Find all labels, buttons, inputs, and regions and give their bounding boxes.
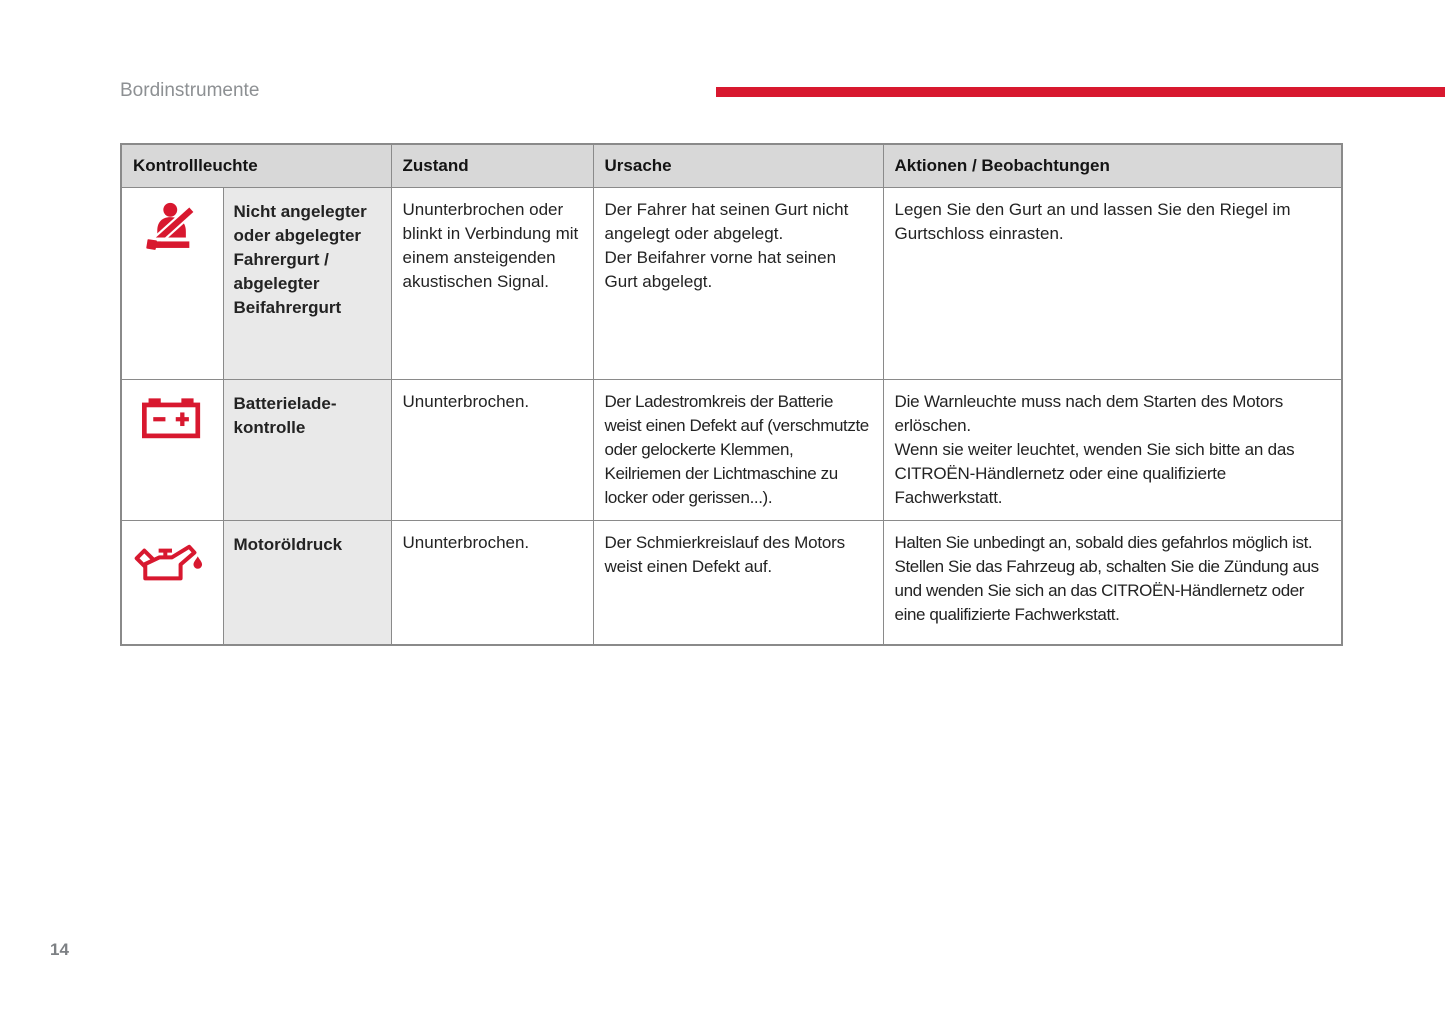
engine-oil-pressure-icon [133,543,211,592]
cell-zustand: Ununterbrochen. [390,520,594,645]
cell-aktionen: Legen Sie den Gurt an und lassen Sie den… [882,187,1343,380]
battery-charge-warning-icon [142,398,202,447]
warning-lights-table: Kontrollleuchte Zustand Ursache Aktionen… [120,143,1344,646]
cell-ursache: Der Ladestromkreis der Batterie weist ei… [592,379,884,521]
cell-warning-name: Motoröldruck [222,520,392,645]
cell-aktionen: Halten Sie unbedingt an, sobald dies gef… [882,520,1343,645]
table-row: Nicht angelegter oder abgelegter Fahrerg… [120,187,1343,380]
accent-bar [716,87,1445,97]
table-row: Batterielade-kontrolle Ununterbrochen. D… [120,379,1343,521]
column-header-zustand: Zustand [390,143,594,188]
cell-zustand: Ununterbrochen oder blinkt in Verbindung… [390,187,594,380]
section-title: Bordinstrumente [120,80,260,101]
cell-warning-name: Batterielade-kontrolle [222,379,392,521]
table-header-row: Kontrollleuchte Zustand Ursache Aktionen… [120,143,1343,188]
column-header-aktionen: Aktionen / Beobachtungen [882,143,1343,188]
icon-cell [120,379,224,521]
icon-cell [120,187,224,380]
cell-ursache: Der Schmierkreislauf des Motors weist ei… [592,520,884,645]
page-number: 14 [50,940,69,959]
cell-zustand: Ununterbrochen. [390,379,594,521]
icon-cell [120,520,224,645]
seatbelt-warning-icon [137,195,207,263]
cell-ursache: Der Fahrer hat seinen Gurt nicht angeleg… [592,187,884,380]
column-header-kontrollleuchte: Kontrollleuchte [120,143,392,188]
column-header-ursache: Ursache [592,143,884,188]
cell-aktionen: Die Warnleuchte muss nach dem Starten de… [882,379,1343,521]
table-row: Motoröldruck Ununterbrochen. Der Schmier… [120,520,1343,645]
cell-warning-name: Nicht angelegter oder abgelegter Fahrerg… [222,187,392,380]
